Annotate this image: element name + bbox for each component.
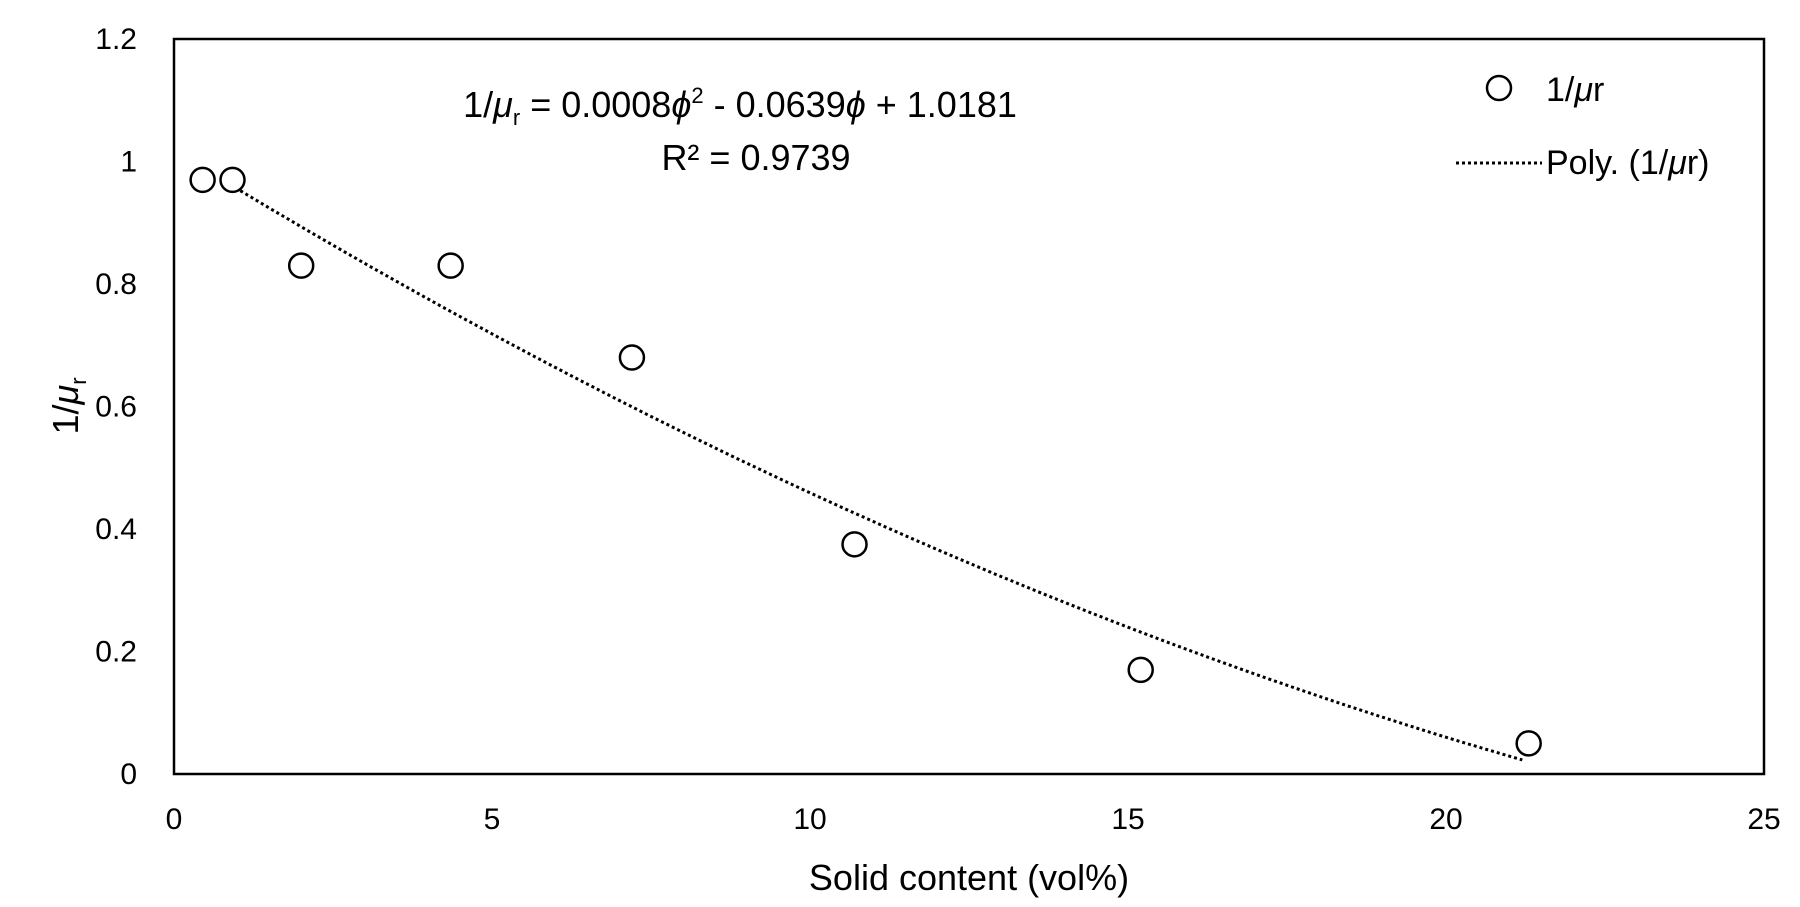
legend-marker-circle — [1485, 74, 1513, 102]
x-tick-label: 0 — [166, 803, 183, 836]
data-point — [189, 166, 216, 194]
y-tick-label: 0 — [120, 758, 137, 791]
legend-label-trendline: Poly. (1/μr) — [1546, 144, 1709, 182]
data-point — [287, 252, 315, 279]
y-tick-label: 0.4 — [95, 513, 137, 546]
y-tick-label: 1 — [120, 146, 137, 179]
x-tick-label: 5 — [484, 803, 501, 836]
y-tick-labels: 0 0.2 0.4 0.6 0.8 1 1.2 — [95, 23, 137, 791]
y-tick-label: 0.2 — [95, 636, 137, 669]
trendline-equation: 1/μr = 0.0008ϕ2 - 0.0639ϕ + 1.0181 — [463, 83, 1017, 130]
legend: 1/μr Poly. (1/μr) — [1456, 71, 1709, 182]
data-point — [1515, 730, 1542, 757]
x-tick-label: 25 — [1747, 803, 1780, 836]
x-tick-labels: 0 5 10 15 20 25 — [166, 803, 1781, 836]
data-point — [1127, 656, 1154, 684]
x-tick-label: 15 — [1111, 803, 1144, 836]
data-point — [437, 252, 464, 279]
legend-label-points: 1/μr — [1546, 71, 1604, 109]
data-point — [841, 531, 868, 558]
y-tick-label: 0.8 — [95, 268, 137, 301]
data-point — [219, 166, 246, 194]
trendline-group — [224, 180, 1523, 762]
y-axis-title: 1/μr — [45, 377, 91, 434]
x-axis-title: Solid content (vol%) — [809, 857, 1129, 898]
x-tick-label: 20 — [1429, 803, 1462, 836]
data-points-group — [189, 166, 1542, 757]
plot-area-frame — [172, 37, 1766, 776]
y-tick-label: 0.6 — [95, 391, 137, 424]
x-tick-label: 10 — [793, 803, 826, 836]
r-squared-label: R² = 0.9739 — [661, 137, 850, 178]
y-tick-label: 1.2 — [95, 23, 137, 56]
data-point — [618, 344, 646, 371]
polynomial-trendline — [224, 180, 1523, 762]
